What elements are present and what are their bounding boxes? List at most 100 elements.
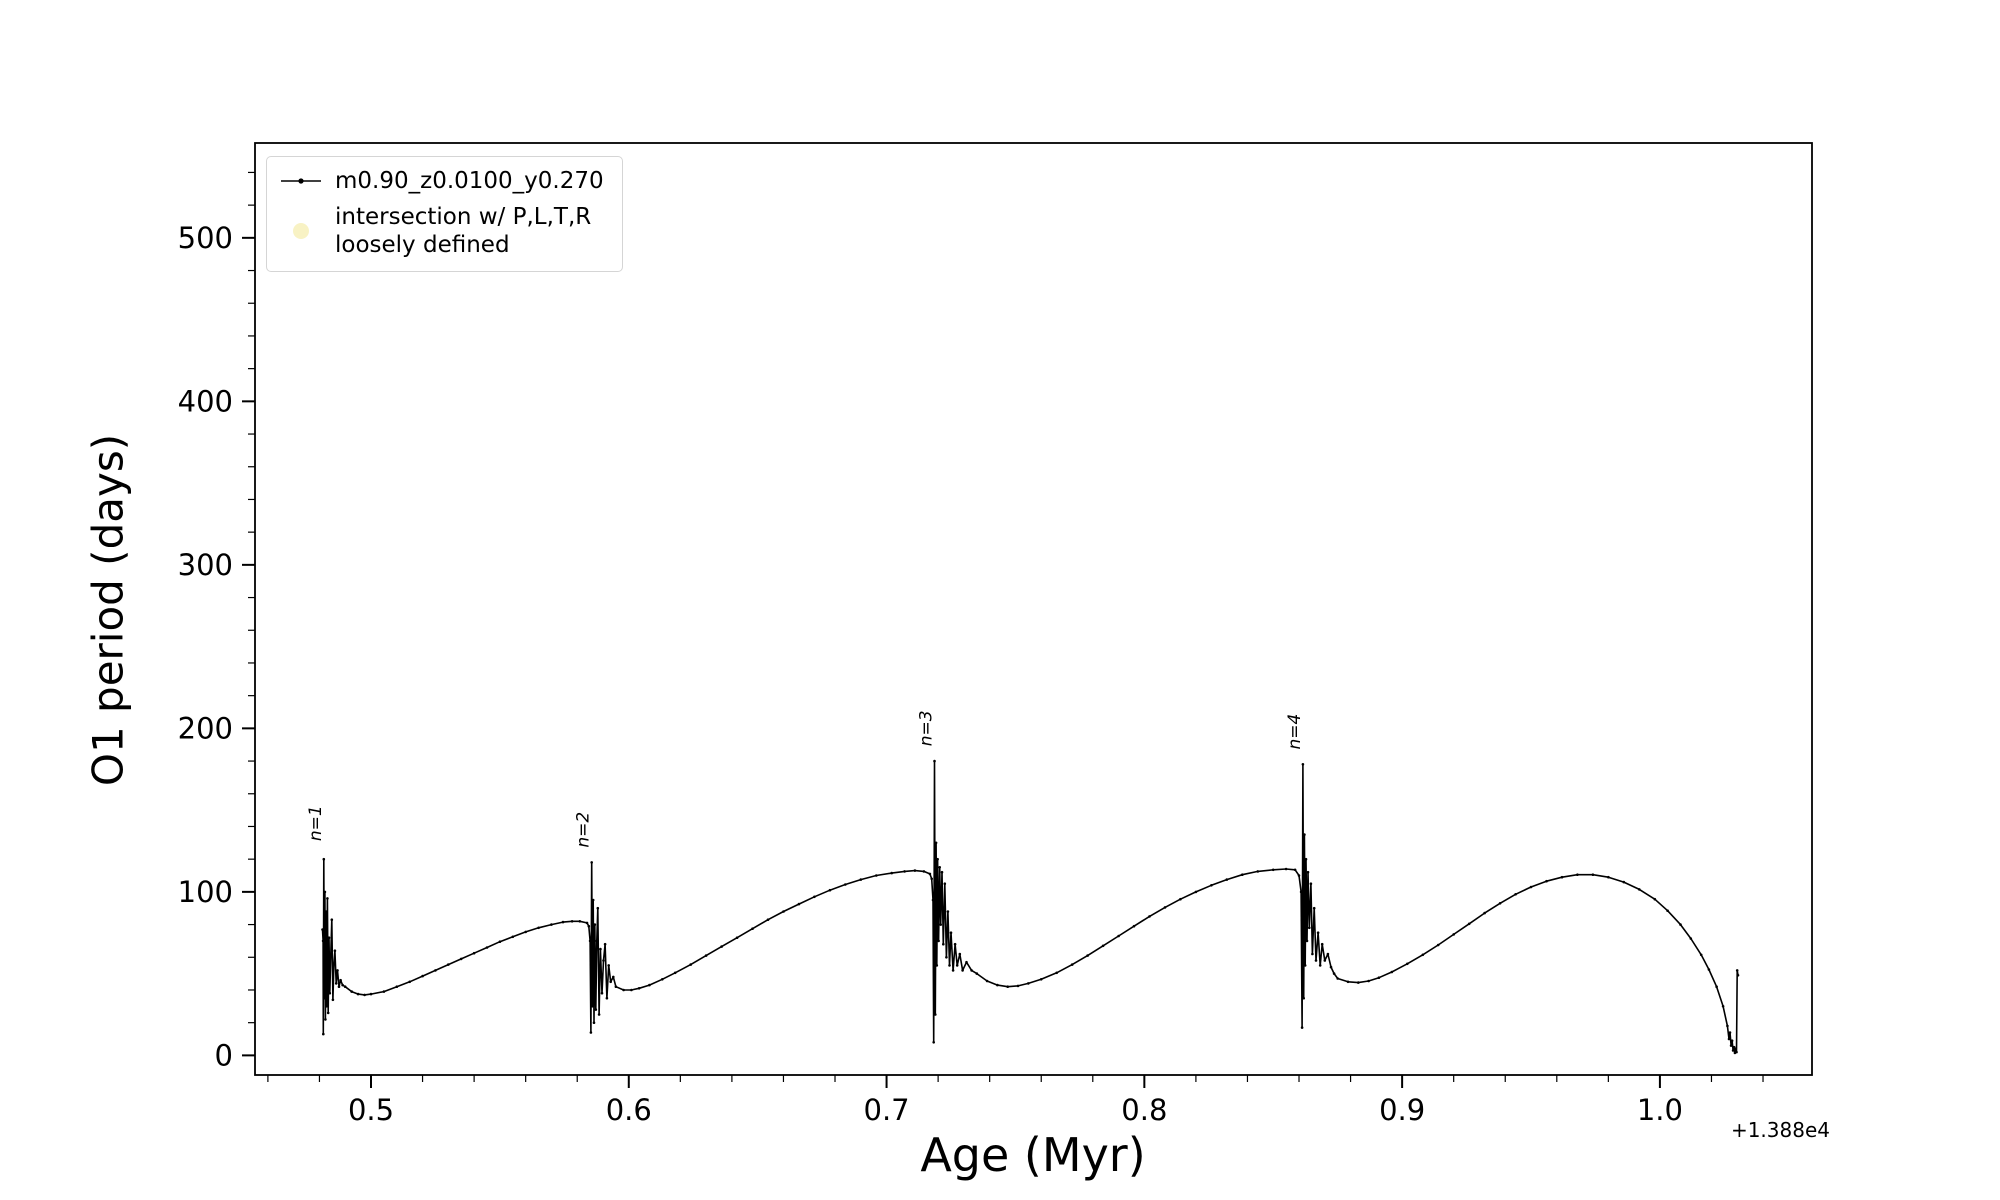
legend-label-intersection-line2: loosely defined <box>335 232 510 259</box>
data-point-marker <box>949 931 953 934</box>
legend-entry-intersection: intersection w/ P,L,T,R loosely defined <box>279 203 604 259</box>
data-point-marker <box>328 991 332 995</box>
data-point-marker <box>689 963 692 966</box>
mode-annotation: n=1 <box>306 805 326 841</box>
data-point-marker <box>592 1021 596 1024</box>
data-point-marker <box>607 964 610 967</box>
data-point-marker <box>1483 911 1486 915</box>
data-point-marker <box>1101 944 1105 948</box>
data-point-marker <box>1301 763 1305 766</box>
data-point-marker <box>363 993 366 997</box>
data-point-marker <box>595 939 599 943</box>
data-point-marker <box>1055 971 1058 975</box>
legend-label-intersection: intersection w/ P,L,T,R loosely defined <box>335 203 591 259</box>
data-point-marker <box>813 895 816 899</box>
data-point-marker <box>1027 982 1030 985</box>
data-point-marker <box>1452 933 1455 936</box>
legend-label-intersection-line1: intersection w/ P,L,T,R <box>335 204 592 231</box>
data-point-marker <box>550 923 553 926</box>
data-point-marker <box>704 954 708 957</box>
data-point-marker <box>922 870 926 873</box>
data-point-marker <box>472 951 476 955</box>
data-point-marker <box>447 963 450 966</box>
data-point-marker <box>1293 868 1297 872</box>
data-point-marker <box>322 857 326 861</box>
x-tick-label: 0.5 <box>348 1093 394 1127</box>
data-point-marker <box>614 985 618 988</box>
data-point-marker <box>591 898 595 902</box>
data-point-marker <box>1132 924 1136 928</box>
data-point-marker <box>1734 1047 1737 1051</box>
data-point-marker <box>1148 915 1151 918</box>
data-point-marker <box>1304 857 1308 861</box>
data-point-marker <box>1309 882 1313 885</box>
data-point-marker <box>1560 875 1564 879</box>
x-axis-label: Age (Myr) <box>920 1128 1146 1182</box>
data-point-marker <box>890 871 893 875</box>
data-point-marker <box>1210 884 1213 887</box>
data-point-marker <box>985 979 989 983</box>
data-point-marker <box>570 920 574 923</box>
data-point-marker <box>1729 1044 1733 1047</box>
data-point-marker <box>1390 970 1394 974</box>
data-point-marker <box>1070 963 1074 966</box>
data-point-marker <box>1699 953 1703 957</box>
data-point-marker <box>958 952 962 956</box>
data-point-marker <box>597 1013 601 1016</box>
data-point-marker <box>329 952 333 956</box>
data-point-marker <box>934 841 938 845</box>
data-point-marker <box>1726 1024 1729 1028</box>
data-point-marker <box>945 956 948 959</box>
data-point-marker <box>341 983 344 987</box>
data-point-marker <box>1336 977 1339 980</box>
data-point-marker <box>1529 885 1533 889</box>
data-point-marker <box>324 1018 327 1021</box>
data-point-marker <box>434 969 437 972</box>
y-tick-label: 400 <box>178 384 233 418</box>
data-point-marker <box>1679 923 1682 926</box>
data-point-marker <box>1271 868 1275 872</box>
data-point-marker <box>382 990 386 993</box>
data-point-marker <box>612 975 615 979</box>
data-point-marker <box>323 996 326 1000</box>
data-point-marker <box>1303 964 1307 967</box>
data-point-marker <box>356 992 360 996</box>
data-point-marker <box>585 921 589 925</box>
data-point-marker <box>1320 942 1324 946</box>
data-point-marker <box>673 971 677 975</box>
data-point-marker <box>942 942 945 946</box>
data-point-marker <box>594 1008 598 1011</box>
data-point-marker <box>1653 897 1657 901</box>
data-point-marker <box>1256 870 1260 873</box>
data-point-marker <box>1357 981 1360 984</box>
data-point-marker <box>1303 833 1306 836</box>
data-point-marker <box>1735 1050 1738 1054</box>
data-point-marker <box>327 936 331 939</box>
data-point-marker <box>1638 888 1641 891</box>
data-point-marker <box>1016 984 1020 988</box>
data-point-marker <box>587 924 591 928</box>
data-point-marker <box>1346 980 1350 984</box>
data-point-marker <box>931 898 935 902</box>
data-point-marker <box>1306 870 1310 874</box>
data-point-marker <box>1377 976 1381 979</box>
data-point-marker <box>1284 867 1288 871</box>
x-tick-label: 0.9 <box>1379 1093 1425 1127</box>
data-point-marker <box>1421 953 1425 957</box>
data-point-marker <box>1326 952 1330 956</box>
data-point-marker <box>1308 926 1311 930</box>
y-tick-label: 0 <box>215 1038 233 1072</box>
data-point-marker <box>1721 1005 1725 1008</box>
data-point-marker <box>1467 922 1471 926</box>
data-point-marker <box>1545 879 1548 883</box>
data-point-marker <box>589 1031 593 1034</box>
data-point-marker <box>766 918 770 921</box>
data-point-marker <box>1314 959 1318 962</box>
data-point-marker <box>1163 906 1167 909</box>
data-point-marker <box>333 949 337 952</box>
data-point-marker <box>1728 1031 1732 1034</box>
data-point-marker <box>1715 985 1718 988</box>
data-point-marker <box>593 923 597 926</box>
data-point-marker <box>1689 937 1693 940</box>
